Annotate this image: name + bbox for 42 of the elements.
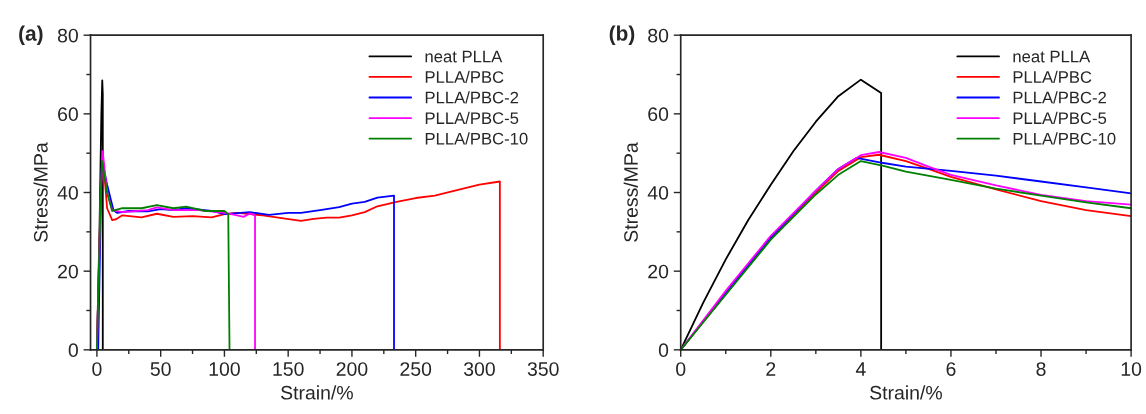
x-tick-label: 4 [855, 362, 866, 376]
legend-label: PLLA/PBC-10 [1013, 132, 1116, 145]
legend-label: PLLA/PBC [1013, 70, 1092, 83]
chart-title: (a) [19, 25, 43, 45]
legend-label: PLLA/PBC-2 [1013, 91, 1106, 104]
x-tick-label: 10 [1121, 362, 1142, 376]
x-tick-label: 0 [92, 362, 102, 376]
x-axis-title: Strain/% [281, 385, 353, 400]
y-tick-label: 60 [58, 107, 78, 122]
x-tick-label: 6 [946, 362, 956, 376]
legend-label: neat PLLA [425, 50, 503, 63]
x-tick-label: 150 [273, 362, 304, 376]
line-series [96, 160, 231, 350]
line-series [680, 78, 883, 350]
y-tick-label: 0 [658, 343, 669, 358]
x-tick-label: 250 [400, 362, 432, 376]
x-tick-label: 50 [150, 362, 171, 376]
y-tick-label: 60 [648, 107, 669, 122]
y-tick-label: 0 [68, 343, 78, 358]
y-axis-title: Stress/MPa [623, 142, 638, 242]
legend-label: PLLA/PBC-5 [1013, 111, 1107, 125]
y-tick-label: 40 [57, 185, 78, 200]
y-axis-title: Stress/MPa [33, 142, 48, 242]
x-tick-label: 200 [336, 362, 368, 376]
legend-label: neat PLLA [1013, 50, 1091, 63]
x-tick-label: 0 [676, 362, 686, 376]
x-tick-label: 100 [209, 362, 240, 376]
x-axis-title: Strain/% [870, 385, 942, 400]
legend-label: PLLA/PBC-10 [425, 132, 528, 145]
x-tick-label: 300 [463, 362, 495, 376]
legend-label: PLLA/PBC-5 [425, 111, 519, 125]
y-tick-label: 40 [647, 185, 669, 200]
legend-label: PLLA/PBC-2 [425, 91, 519, 104]
chart-title: (b) [609, 25, 635, 45]
x-tick-label: 8 [1036, 362, 1046, 376]
y-tick-label: 20 [648, 264, 669, 279]
y-tick-label: 80 [648, 28, 669, 43]
x-tick-label: 350 [527, 362, 559, 376]
legend-label: PLLA/PBC [425, 70, 504, 83]
y-tick-label: 80 [57, 28, 78, 43]
y-tick-label: 20 [58, 264, 78, 279]
x-tick-label: 2 [766, 362, 776, 376]
